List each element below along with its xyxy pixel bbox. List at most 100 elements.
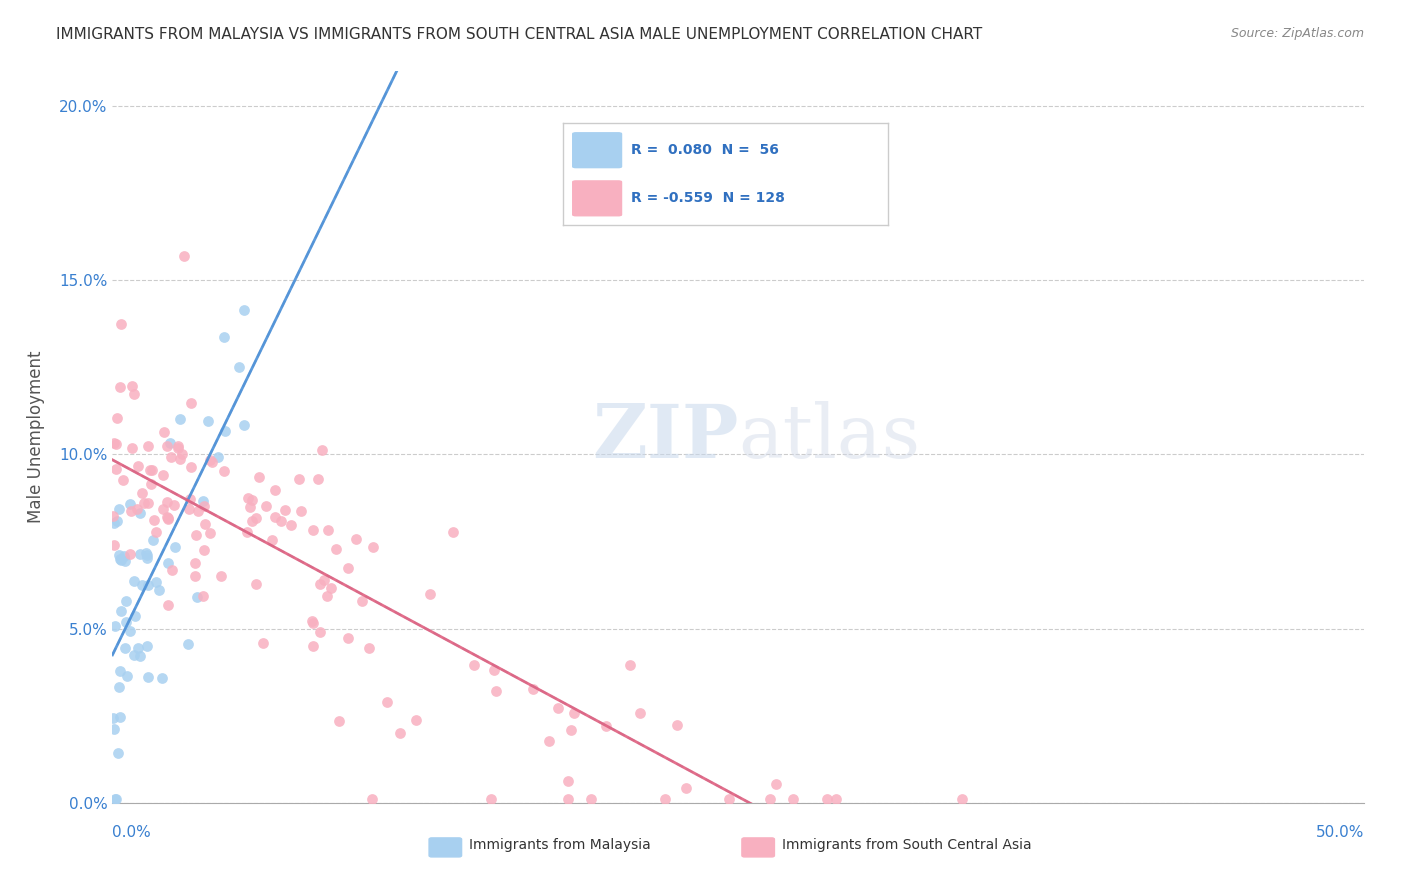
Point (180, 396, 202, 410)
Point (135, 639, 157, 653)
Point (115, 668, 138, 682)
Point (239, 500, 262, 514)
Point (172, 447, 194, 461)
Point (197, 415, 219, 429)
Point (240, 492, 263, 507)
Point (360, 792, 382, 806)
Point (132, 496, 155, 510)
Point (717, 792, 740, 806)
Point (236, 524, 259, 539)
FancyBboxPatch shape (742, 838, 775, 857)
Point (136, 578, 159, 592)
FancyBboxPatch shape (429, 838, 461, 857)
Point (114, 641, 136, 656)
Point (359, 641, 381, 656)
Point (121, 379, 143, 393)
Point (159, 436, 181, 450)
Point (209, 569, 232, 583)
Point (538, 734, 561, 748)
Point (328, 714, 350, 729)
Point (156, 598, 179, 612)
Point (110, 553, 132, 567)
Point (375, 695, 398, 709)
Point (479, 792, 502, 806)
Point (522, 682, 544, 697)
Point (824, 792, 846, 806)
Point (108, 664, 131, 678)
Point (118, 497, 141, 511)
Point (184, 528, 207, 542)
Point (595, 719, 617, 733)
Point (666, 718, 689, 732)
Point (301, 639, 323, 653)
Point (765, 777, 787, 791)
Point (193, 542, 215, 557)
Point (159, 450, 181, 465)
Point (200, 453, 222, 467)
Point (579, 792, 602, 806)
Point (148, 582, 170, 597)
Point (145, 525, 167, 540)
Point (336, 561, 359, 575)
Point (136, 496, 159, 510)
Point (562, 706, 585, 720)
Point (105, 792, 128, 806)
Point (482, 664, 505, 678)
Point (270, 514, 292, 528)
Point (240, 514, 263, 528)
Point (129, 547, 152, 561)
Point (122, 574, 145, 588)
Point (103, 722, 125, 736)
Point (228, 359, 250, 374)
Point (260, 533, 283, 547)
Point (136, 439, 159, 453)
Point (122, 648, 145, 662)
Point (128, 648, 150, 663)
Point (245, 577, 267, 591)
Point (156, 509, 179, 524)
Text: ZIP: ZIP (592, 401, 738, 474)
Point (619, 657, 641, 672)
Point (112, 473, 135, 487)
Point (131, 578, 153, 592)
Point (120, 547, 142, 561)
Point (152, 502, 174, 516)
Point (157, 512, 180, 526)
Point (273, 502, 295, 516)
Point (152, 468, 174, 483)
Point (114, 554, 136, 568)
Text: atlas: atlas (738, 401, 921, 474)
Point (104, 436, 127, 450)
Point (177, 502, 200, 516)
Point (264, 510, 287, 524)
Point (191, 493, 214, 508)
Point (654, 792, 676, 806)
Point (121, 441, 143, 455)
Point (560, 723, 582, 738)
Point (167, 440, 190, 454)
Point (135, 550, 157, 565)
Point (127, 641, 149, 656)
Point (557, 774, 579, 789)
Point (125, 502, 148, 516)
Point (201, 455, 224, 469)
Point (153, 425, 176, 439)
Point (104, 792, 127, 806)
Point (108, 552, 131, 566)
Point (557, 792, 579, 806)
Point (263, 483, 285, 497)
Point (173, 249, 195, 263)
Point (302, 616, 325, 631)
Text: 50.0%: 50.0% (1316, 825, 1364, 839)
Point (319, 582, 342, 596)
Point (184, 569, 207, 583)
Point (169, 412, 191, 426)
Point (107, 411, 129, 425)
Point (280, 518, 302, 533)
Y-axis label: Male Unemployment: Male Unemployment (27, 351, 45, 524)
Point (104, 619, 127, 633)
Point (136, 670, 159, 684)
Point (301, 614, 323, 628)
Point (350, 594, 373, 608)
Point (316, 590, 339, 604)
